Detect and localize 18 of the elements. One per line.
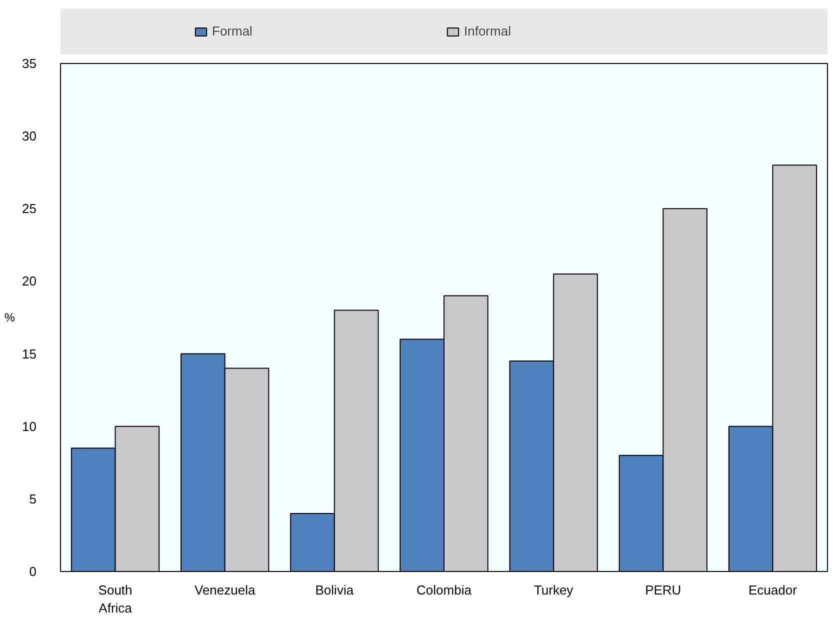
y-axis-title: % [4,310,16,324]
x-tick-label: South Africa [98,582,133,616]
x-tick-label: Turkey [534,582,574,598]
y-tick-label: 10 [22,418,37,434]
y-tick-label: 35 [22,56,37,71]
x-tick-label: Venezuela [194,582,256,598]
x-tick-label: PERU [645,582,682,598]
x-tick-label: Bolivia [315,582,354,598]
legend-label: Formal [212,24,254,38]
y-tick-label: 0 [29,564,37,579]
x-tick-label: Ecuador [748,582,798,598]
y-tick-label: 20 [22,274,37,289]
y-tick-label: 5 [29,491,37,506]
y-tick-label: 25 [22,201,37,216]
x-tick-label: Colombia [416,582,472,598]
y-tick-label: 15 [22,346,37,362]
y-tick-label: 30 [22,128,37,144]
legend-label: Informal [464,24,512,38]
